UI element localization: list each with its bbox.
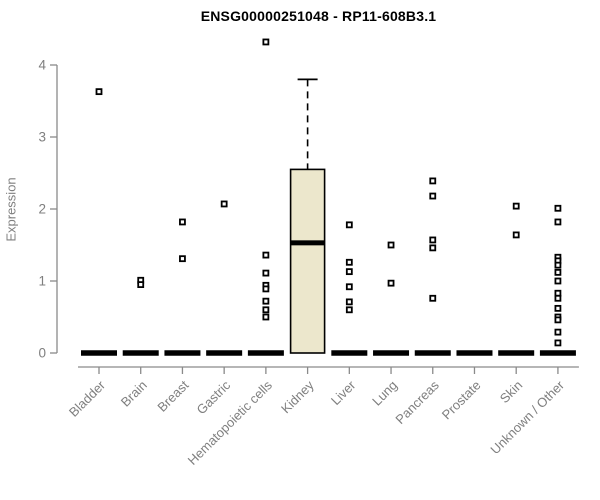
x-tick-label: Gastric [194,377,234,417]
outlier-point [429,177,437,185]
zero-bar [498,350,535,356]
x-tick-label: Prostate [439,378,484,423]
chart-title: ENSG00000251048 - RP11-608B3.1 [200,8,437,24]
outlier-point [429,294,437,302]
y-tick-label: 3 [38,130,46,145]
outlier-point [262,269,270,277]
outlier-point [220,200,228,208]
outlier-point [554,328,562,336]
x-tick-label: Brain [118,378,150,410]
outlier-point [429,244,437,252]
x-tick-label: Lung [369,378,400,409]
outlier-point [387,241,395,249]
outlier-point [429,192,437,200]
zero-bar [81,350,117,356]
zero-bar [164,350,201,356]
outlier-point [179,255,186,263]
zero-bar [247,350,284,356]
zero-bar [373,350,410,356]
outlier-point [95,88,103,96]
outlier-point [345,268,353,276]
zero-bar [539,350,576,356]
outlier-point [179,218,186,226]
outlier-point [554,339,562,347]
outlier-point [262,306,270,314]
y-tick-label: 4 [38,58,46,73]
outlier-point [345,258,353,266]
zero-bar [122,350,159,356]
outlier-point [554,304,562,312]
x-tick-label: Breast [154,377,191,414]
outlier-point [262,251,270,259]
zero-bar [206,350,243,356]
y-tick-label: 1 [38,274,46,289]
outlier-point [262,38,270,46]
outlier-point [262,285,270,293]
median-line [290,240,325,246]
outlier-point [262,297,270,305]
x-tick-label: Kidney [278,377,317,416]
outlier-point [512,202,520,210]
zero-bar [414,350,451,356]
outlier-point [345,221,353,229]
outlier-point [345,283,353,291]
outlier-point [554,204,562,212]
outlier-point [345,306,353,314]
outlier-point [554,261,562,269]
outlier-point [554,277,562,285]
outlier-point [554,316,562,324]
outlier-point [512,231,520,239]
outlier-point [345,298,353,306]
outlier-point [262,313,270,321]
outlier-point [554,218,562,226]
y-tick-label: 0 [38,346,46,361]
outlier-point [554,268,562,276]
zero-bar [456,350,493,356]
x-tick-label: Pancreas [392,377,442,427]
x-tick-label: Unknown / Other [487,377,567,457]
x-tick-label: Skin [497,378,525,406]
outlier-point [137,281,145,289]
outlier-point [429,236,437,244]
outlier-point [554,294,562,302]
y-tick-label: 2 [38,202,46,217]
x-tick-label: Bladder [66,377,109,420]
outlier-point [387,279,395,287]
zero-bar [331,350,368,356]
box-kidney [289,168,326,354]
x-tick-label: Liver [328,377,359,408]
